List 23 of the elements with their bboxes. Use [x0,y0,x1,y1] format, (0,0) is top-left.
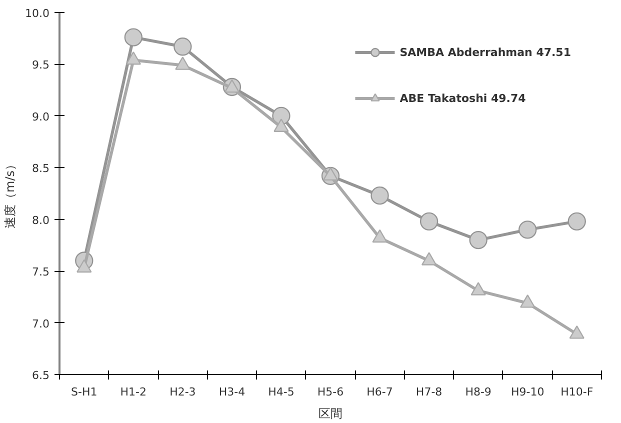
legend-label: ABE Takatoshi 49.74 [400,92,526,104]
x-tick-label: H9-10 [510,386,544,398]
x-tick-label: H5-6 [317,386,344,398]
x-tick-label: H6-7 [366,386,393,398]
y-tick-label: 6.5 [32,369,50,382]
x-tick-label: H3-4 [218,386,246,398]
x-axis-title: 区間 [318,406,342,420]
y-tick-label: 8.0 [32,214,50,227]
x-tick-label: H7-8 [416,386,442,398]
y-tick-label: 9.5 [32,58,50,72]
y-axis-title: 速度（m/s） [3,158,18,228]
legend-label: SAMBA Abderrahman 47.51 [400,46,571,58]
y-tick-label: 7.0 [32,317,50,330]
x-tick-label: H4-5 [268,386,294,398]
y-tick-label: 9.0 [32,110,50,124]
x-tick-label: H8-9 [465,386,492,398]
x-tick-label: H2-3 [170,386,196,398]
y-tick-label: 8.5 [32,162,50,176]
y-tick-label: 7.5 [32,266,50,279]
x-tick-label: H10-F [560,386,594,398]
x-tick-label: H1-2 [120,386,147,398]
x-tick-label: S-H1 [71,386,98,398]
y-tick-label: 10.0 [25,7,50,20]
